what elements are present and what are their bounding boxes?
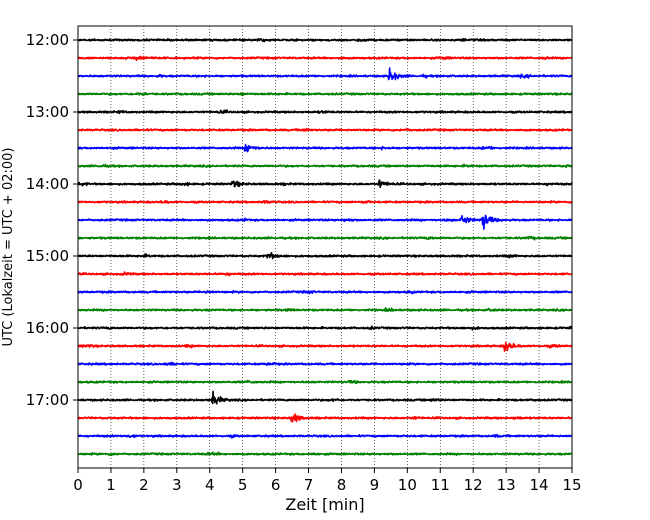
y-axis-ticks: 12:00 13:00 14:00 15:00 16:00 17:00 bbox=[26, 31, 78, 409]
x-tick-label: 13 bbox=[497, 476, 516, 494]
plot-background bbox=[78, 26, 572, 468]
trace-1500 bbox=[77, 251, 573, 260]
trace-1745 bbox=[77, 451, 573, 457]
x-tick-label: 6 bbox=[271, 476, 281, 494]
trace-1415 bbox=[77, 199, 573, 205]
plot-frame bbox=[77, 25, 573, 469]
x-tick-label: 8 bbox=[337, 476, 347, 494]
y-axis-label: UTC (Lokalzeit = UTC + 02:00) bbox=[1, 148, 16, 347]
trace-1200 bbox=[77, 37, 573, 43]
x-tick-label: 11 bbox=[431, 476, 450, 494]
y-tick-label: 13:00 bbox=[26, 103, 69, 121]
trace-1345 bbox=[77, 163, 573, 169]
trace-1445 bbox=[77, 235, 573, 241]
trace-1300 bbox=[77, 109, 573, 115]
trace-1215 bbox=[77, 55, 573, 62]
x-tick-label: 7 bbox=[304, 476, 314, 494]
trace-1515 bbox=[77, 271, 573, 277]
trace-1600 bbox=[77, 325, 573, 331]
x-tick-label: 2 bbox=[139, 476, 149, 494]
x-tick-label: 15 bbox=[562, 476, 581, 494]
x-tick-label: 1 bbox=[106, 476, 116, 494]
x-tick-label: 4 bbox=[205, 476, 215, 494]
trace-1330 bbox=[77, 143, 573, 153]
trace-1530 bbox=[77, 289, 573, 295]
trace-1630 bbox=[77, 361, 573, 366]
trace-1715 bbox=[77, 413, 573, 423]
x-tick-label: 12 bbox=[464, 476, 483, 494]
x-tick-label: 0 bbox=[73, 476, 83, 494]
x-tick-label: 3 bbox=[172, 476, 182, 494]
y-tick-label: 16:00 bbox=[26, 319, 69, 337]
trace-1400 bbox=[77, 179, 573, 188]
trace-1700 bbox=[77, 390, 573, 405]
x-tick-label: 9 bbox=[370, 476, 380, 494]
y-tick-label: 17:00 bbox=[26, 391, 69, 409]
trace-1230 bbox=[77, 67, 573, 81]
trace-1730 bbox=[77, 433, 573, 439]
x-tick-label: 10 bbox=[398, 476, 417, 494]
x-tick-label: 5 bbox=[238, 476, 248, 494]
trace-1645 bbox=[77, 379, 573, 385]
x-tick-label: 14 bbox=[530, 476, 549, 494]
y-tick-label: 15:00 bbox=[26, 247, 69, 265]
trace-1545 bbox=[77, 307, 573, 313]
x-axis-ticks: 0 1 2 3 4 5 6 7 8 9 10 11 12 13 14 15 bbox=[73, 468, 582, 494]
x-axis-label: Zeit [min] bbox=[285, 495, 364, 514]
traces bbox=[77, 37, 573, 457]
trace-1430 bbox=[77, 214, 573, 230]
trace-1315 bbox=[77, 127, 573, 132]
trace-1245 bbox=[77, 91, 573, 97]
y-tick-label: 12:00 bbox=[26, 31, 69, 49]
trace-1615 bbox=[77, 341, 573, 353]
y-tick-label: 14:00 bbox=[26, 175, 69, 193]
